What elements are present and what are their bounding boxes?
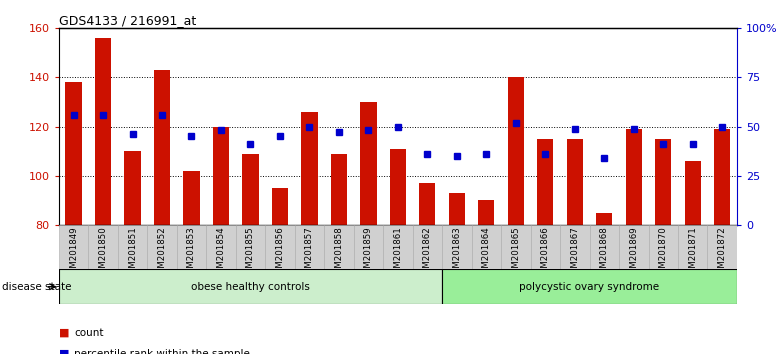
Bar	[590, 225, 619, 269]
Text: GSM201863: GSM201863	[452, 227, 461, 279]
Bar	[567, 139, 583, 225]
Bar	[684, 161, 701, 225]
Bar	[176, 225, 206, 269]
Text: GSM201854: GSM201854	[216, 227, 226, 279]
Bar	[295, 225, 324, 269]
Text: GSM201857: GSM201857	[305, 227, 314, 279]
Bar	[619, 225, 648, 269]
Bar	[361, 102, 376, 225]
Text: GSM201868: GSM201868	[600, 227, 609, 279]
Text: GSM201872: GSM201872	[717, 227, 727, 279]
Bar	[626, 129, 642, 225]
Text: GSM201864: GSM201864	[482, 227, 491, 279]
Text: GSM201869: GSM201869	[630, 227, 638, 279]
Text: ■: ■	[59, 328, 69, 338]
Bar	[508, 78, 524, 225]
Bar	[412, 225, 442, 269]
Bar	[272, 188, 288, 225]
Text: GSM201865: GSM201865	[511, 227, 521, 279]
Text: GSM201871: GSM201871	[688, 227, 697, 279]
Bar	[383, 225, 412, 269]
Bar	[648, 225, 678, 269]
Bar	[118, 225, 147, 269]
Bar	[655, 139, 671, 225]
Text: disease state: disease state	[2, 282, 71, 292]
Bar	[59, 225, 89, 269]
Text: GSM201861: GSM201861	[394, 227, 402, 279]
Text: GSM201867: GSM201867	[570, 227, 579, 279]
Bar	[390, 149, 406, 225]
Text: GSM201858: GSM201858	[335, 227, 343, 279]
Text: polycystic ovary syndrome: polycystic ovary syndrome	[520, 282, 659, 292]
Bar	[354, 225, 383, 269]
Text: GSM201849: GSM201849	[69, 227, 78, 279]
Bar	[596, 212, 612, 225]
Text: obese healthy controls: obese healthy controls	[191, 282, 310, 292]
Bar	[448, 193, 465, 225]
Text: count: count	[74, 328, 104, 338]
Text: GSM201855: GSM201855	[246, 227, 255, 279]
Bar	[331, 154, 347, 225]
Bar	[95, 38, 111, 225]
Bar	[537, 139, 554, 225]
Bar	[183, 171, 200, 225]
Bar	[59, 269, 442, 304]
Text: GSM201856: GSM201856	[275, 227, 285, 279]
Bar	[89, 225, 118, 269]
Text: GSM201866: GSM201866	[541, 227, 550, 279]
Text: GSM201859: GSM201859	[364, 227, 373, 279]
Text: GSM201852: GSM201852	[158, 227, 166, 279]
Text: GSM201851: GSM201851	[128, 227, 137, 279]
Bar	[478, 200, 495, 225]
Bar	[707, 225, 737, 269]
Bar	[242, 154, 259, 225]
Text: GDS4133 / 216991_at: GDS4133 / 216991_at	[59, 14, 196, 27]
Bar	[154, 70, 170, 225]
Text: percentile rank within the sample: percentile rank within the sample	[74, 349, 250, 354]
Bar	[714, 129, 731, 225]
Bar	[419, 183, 435, 225]
Text: GSM201853: GSM201853	[187, 227, 196, 279]
Bar	[678, 225, 707, 269]
Bar	[472, 225, 501, 269]
Bar	[213, 126, 229, 225]
Bar	[65, 82, 82, 225]
Text: GSM201862: GSM201862	[423, 227, 432, 279]
Bar	[206, 225, 236, 269]
Text: GSM201850: GSM201850	[99, 227, 107, 279]
Bar	[442, 269, 737, 304]
Bar	[125, 151, 140, 225]
Bar	[501, 225, 531, 269]
Bar	[442, 225, 472, 269]
Bar	[301, 112, 318, 225]
Bar	[324, 225, 354, 269]
Bar	[236, 225, 265, 269]
Bar	[265, 225, 295, 269]
Bar	[531, 225, 560, 269]
Text: GSM201870: GSM201870	[659, 227, 668, 279]
Bar	[147, 225, 176, 269]
Bar	[560, 225, 590, 269]
Text: ■: ■	[59, 349, 69, 354]
